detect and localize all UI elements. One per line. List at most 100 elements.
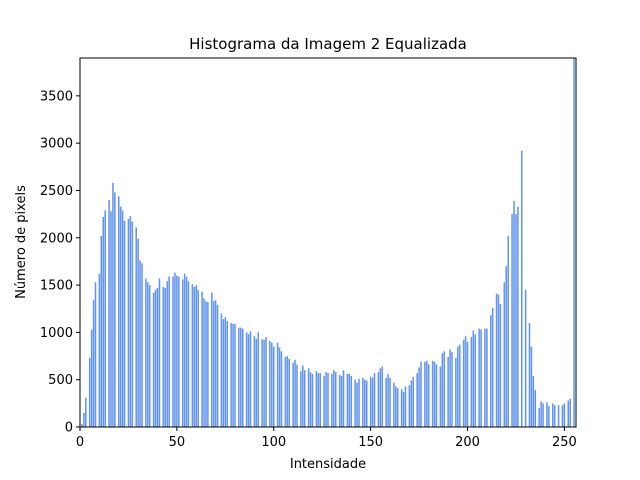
bar xyxy=(241,328,244,427)
x-axis-label: Intensidade xyxy=(290,457,366,472)
bar xyxy=(387,374,389,427)
bar xyxy=(497,294,500,427)
bar xyxy=(162,286,165,427)
bar xyxy=(340,375,343,427)
bar xyxy=(195,285,198,427)
bar xyxy=(216,304,219,427)
bar xyxy=(331,374,333,427)
bar xyxy=(385,377,387,427)
bar xyxy=(433,361,436,427)
bar xyxy=(286,356,289,427)
bar xyxy=(515,214,517,427)
bar xyxy=(240,327,242,427)
bar xyxy=(486,328,488,427)
bar xyxy=(513,200,515,427)
bar xyxy=(354,379,356,427)
bar xyxy=(296,364,298,427)
bar xyxy=(480,329,482,427)
bar xyxy=(546,402,548,427)
bar xyxy=(319,373,322,427)
bar xyxy=(548,406,550,427)
bar xyxy=(257,332,260,427)
bar xyxy=(307,368,310,427)
bar xyxy=(114,192,116,427)
bar xyxy=(470,337,473,427)
bar xyxy=(147,282,149,427)
bar xyxy=(563,403,566,427)
bar xyxy=(303,370,306,427)
bar xyxy=(505,266,508,427)
y-tick-label: 1500 xyxy=(40,279,73,294)
bar xyxy=(455,357,457,427)
y-tick-label: 0 xyxy=(65,421,73,436)
bar xyxy=(263,339,265,427)
bar xyxy=(176,275,178,427)
bar xyxy=(300,371,302,427)
bar xyxy=(551,403,554,427)
bar xyxy=(369,376,372,427)
bar xyxy=(129,216,132,427)
bar xyxy=(85,397,87,427)
bar xyxy=(517,206,519,427)
bar xyxy=(249,331,252,427)
chart-title: Histograma da Imagem 2 Equalizada xyxy=(189,35,467,53)
x-tick-label: 50 xyxy=(169,435,186,450)
bar xyxy=(542,403,544,427)
bar xyxy=(348,374,351,427)
bar xyxy=(553,405,556,427)
bar xyxy=(238,327,240,427)
bar xyxy=(110,211,112,427)
bar xyxy=(435,364,438,427)
bar xyxy=(83,412,85,427)
bar xyxy=(408,385,411,427)
bar xyxy=(271,342,273,427)
bar xyxy=(205,301,207,427)
bar xyxy=(381,366,384,427)
bar xyxy=(447,356,449,427)
bar xyxy=(210,292,213,427)
bar xyxy=(90,329,93,427)
bar xyxy=(342,370,345,427)
bar xyxy=(365,380,368,427)
bar xyxy=(474,334,477,427)
bar xyxy=(511,214,513,427)
bar xyxy=(102,216,105,427)
bar xyxy=(185,276,188,427)
bar xyxy=(538,408,540,427)
bar xyxy=(214,300,217,427)
bar xyxy=(315,371,318,427)
y-tick-label: 2000 xyxy=(40,231,73,246)
bar xyxy=(193,286,196,427)
bar xyxy=(294,359,296,427)
axes-frame xyxy=(79,57,577,428)
bar xyxy=(178,276,180,427)
bar xyxy=(172,276,174,427)
bar xyxy=(272,346,275,427)
bar xyxy=(325,372,327,427)
bar xyxy=(451,352,453,427)
bar xyxy=(224,317,227,427)
bar xyxy=(464,336,467,427)
y-tick-label: 3500 xyxy=(40,89,73,104)
bar xyxy=(253,336,256,427)
bar xyxy=(309,372,312,427)
bar xyxy=(112,182,114,427)
bar xyxy=(402,391,405,427)
bar xyxy=(350,375,353,427)
bar xyxy=(534,390,537,427)
bar xyxy=(135,227,137,427)
bar xyxy=(458,344,461,427)
bar xyxy=(166,281,168,427)
bar xyxy=(232,323,234,427)
bar xyxy=(356,382,358,427)
bar xyxy=(247,334,250,427)
bar xyxy=(462,339,465,427)
bar xyxy=(573,58,575,427)
bar xyxy=(98,273,101,427)
bar xyxy=(261,339,263,427)
bar xyxy=(499,304,502,427)
x-tick-label: 250 xyxy=(552,435,577,450)
bar xyxy=(197,289,199,427)
bar xyxy=(123,220,126,427)
